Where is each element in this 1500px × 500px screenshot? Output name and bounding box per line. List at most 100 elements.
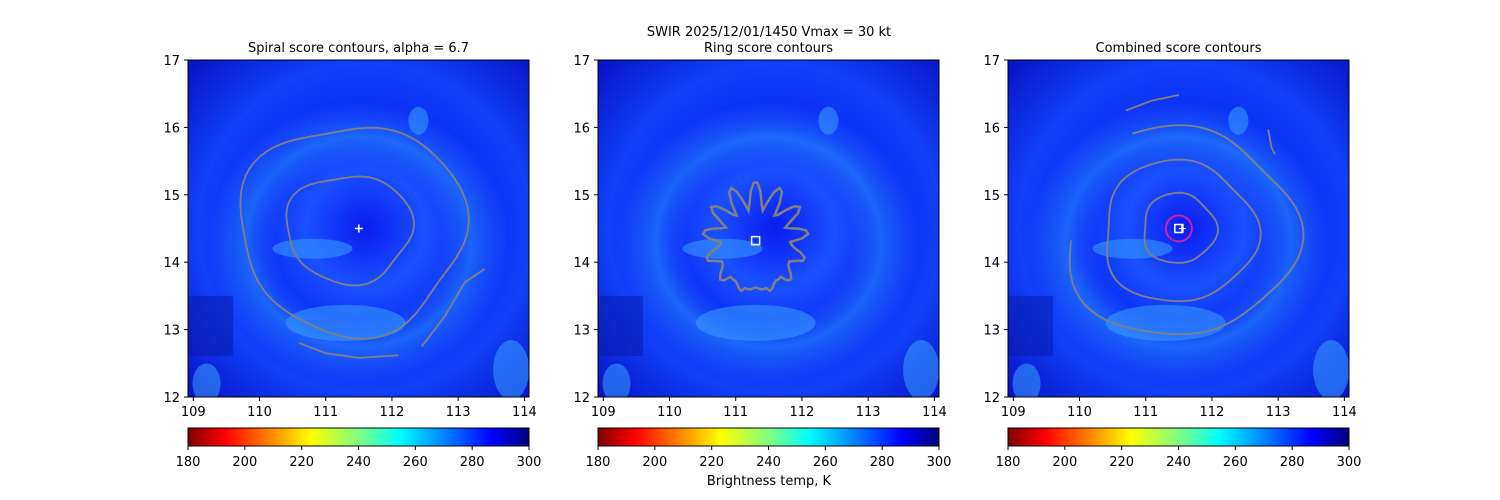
- colorbar-tick-label: 300: [517, 455, 542, 470]
- x-tick-label: 109: [1001, 405, 1026, 420]
- cloud-patch: [695, 304, 816, 341]
- colorbar-tick-label: 240: [346, 455, 371, 470]
- y-tick-label: 13: [163, 324, 180, 339]
- colorbar-tick-label: 180: [176, 455, 201, 470]
- panel-2: Ring score contours 109 110 111 112 113 114 12 1…: [573, 41, 951, 470]
- colorbar: 180 200 220 240 260 280 300: [586, 427, 952, 470]
- x-tick-label: 111: [723, 405, 748, 420]
- y-tick-label: 13: [983, 324, 1000, 339]
- score-contour: [421, 268, 486, 347]
- axes-frame: [1007, 59, 1350, 398]
- x-tick-label: 114: [1332, 405, 1357, 420]
- colorbar-tick-label: 220: [699, 455, 724, 470]
- colorbar-gradient: [187, 427, 530, 447]
- center-plus-marker: [354, 224, 363, 233]
- score-contour: [1106, 158, 1262, 303]
- score-contour: [298, 342, 399, 359]
- y-tick-label: 17: [573, 54, 590, 69]
- axes-frame: [597, 59, 940, 398]
- cloud-patch: [1228, 106, 1249, 135]
- colorbar: 180 200 220 240 260 280 300: [996, 427, 1362, 470]
- colorbar-tick-label: 280: [460, 455, 485, 470]
- y-tick-label: 12: [983, 391, 1000, 406]
- colorbar-tick-label: 300: [927, 455, 952, 470]
- panel-1: Spiral score contours, alpha = 6.7 109 110…: [163, 41, 541, 470]
- cloud-patch: [1105, 304, 1226, 341]
- colorbar-tick-label: 220: [289, 455, 314, 470]
- y-tick-label: 14: [573, 256, 590, 271]
- x-tick-label: 113: [446, 405, 471, 420]
- colorbar-tick-label: 300: [1337, 455, 1362, 470]
- score-contour: [239, 126, 470, 340]
- panel-title: Ring score contours: [704, 41, 833, 56]
- cloud-patch: [272, 238, 353, 259]
- cloud-patch: [1313, 340, 1349, 397]
- cloud-patch: [1092, 238, 1173, 259]
- colorbar-tick-label: 180: [996, 455, 1021, 470]
- x-tick-label: 110: [247, 405, 272, 420]
- x-tick-label: 114: [512, 405, 537, 420]
- cloud-patch: [602, 363, 631, 397]
- x-tick-label: 110: [1067, 405, 1092, 420]
- center-square-marker: [750, 235, 761, 246]
- y-tick-label: 16: [983, 121, 1000, 136]
- score-contour: [1068, 124, 1305, 335]
- x-tick-label: 112: [380, 405, 405, 420]
- colorbar: 180 200 220 240 260 280 300: [176, 427, 542, 470]
- cloud-patch: [682, 238, 763, 259]
- panel-title: Spiral score contours, alpha = 6.7: [248, 41, 469, 56]
- colorbar-tick-label: 280: [1280, 455, 1305, 470]
- y-tick-label: 16: [573, 121, 590, 136]
- x-tick-label: 111: [1133, 405, 1158, 420]
- colorbar-tick-label: 240: [1166, 455, 1191, 470]
- colorbar-tick-label: 260: [403, 455, 428, 470]
- y-tick-label: 17: [983, 54, 1000, 69]
- figure-suptitle: SWIR 2025/12/01/1450 Vmax = 30 kt: [647, 25, 891, 40]
- cloud-patch: [493, 340, 529, 397]
- score-contour: [1143, 191, 1219, 264]
- cloud-patch: [408, 106, 429, 135]
- x-tick-label: 109: [591, 405, 616, 420]
- cloud-patch: [1012, 363, 1041, 397]
- y-tick-label: 17: [163, 54, 180, 69]
- center-plus-marker: [1178, 224, 1186, 233]
- colorbar-tick-label: 200: [232, 455, 257, 470]
- y-tick-label: 14: [983, 256, 1000, 271]
- colorbar-gradient: [1007, 427, 1350, 447]
- colorbar-tick-label: 260: [813, 455, 838, 470]
- score-contour: [1125, 94, 1180, 112]
- colorbar-label: Brightness temp, K: [707, 474, 832, 489]
- y-tick-label: 12: [163, 391, 180, 406]
- colorbar-tick-label: 180: [586, 455, 611, 470]
- x-tick-label: 110: [657, 405, 682, 420]
- x-tick-label: 112: [1200, 405, 1225, 420]
- y-tick-label: 12: [573, 391, 590, 406]
- y-tick-label: 14: [163, 256, 180, 271]
- colorbar-tick-label: 200: [1052, 455, 1077, 470]
- colorbar-tick-label: 260: [1223, 455, 1248, 470]
- x-tick-label: 113: [1266, 405, 1291, 420]
- y-tick-label: 15: [573, 189, 590, 204]
- dark-region: [1008, 295, 1053, 356]
- cloud-band: [208, 101, 509, 382]
- axes-frame: [187, 59, 530, 398]
- colorbar-tick-label: 280: [870, 455, 895, 470]
- colorbar-tick-label: 240: [756, 455, 781, 470]
- score-contour: [1267, 129, 1276, 155]
- score-contour: [285, 175, 416, 287]
- brightness-image: [188, 60, 529, 397]
- x-tick-label: 114: [922, 405, 947, 420]
- center-circle-marker: [1164, 214, 1193, 243]
- cloud-patch: [192, 363, 221, 397]
- y-tick-label: 15: [163, 189, 180, 204]
- x-tick-label: 113: [856, 405, 881, 420]
- colorbar-gradient: [597, 427, 940, 447]
- colorbar-tick-label: 200: [642, 455, 667, 470]
- cloud-patch: [818, 106, 839, 135]
- cloud-patch: [903, 340, 939, 397]
- panel-title: Combined score contours: [1096, 41, 1262, 56]
- cloud-band: [618, 101, 919, 382]
- brightness-image: [598, 60, 939, 397]
